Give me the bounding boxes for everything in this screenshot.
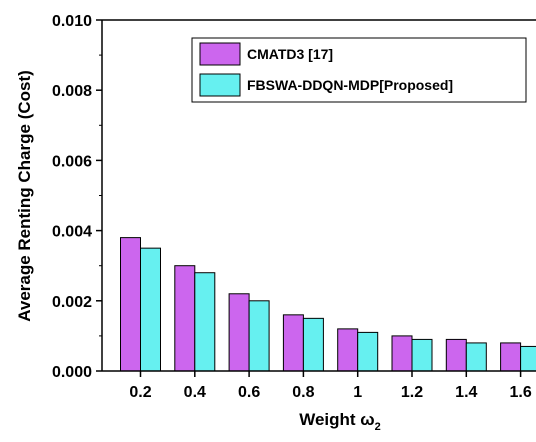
tick-labels-group: 0.000 0.002 0.004 0.006 0.008 0.010 0.2 0.4 0.6 0…	[52, 13, 532, 401]
bar-cmatd3-0.2	[120, 237, 141, 372]
x-axis-label-main: Weight ω	[299, 410, 374, 429]
bar-fbswa-0.8	[302, 317, 324, 372]
y-tick-label: 0.010	[52, 13, 92, 30]
legend-label-cmatd3: CMATD3 [17]	[247, 46, 333, 62]
bar-fbswa-0.6	[248, 300, 270, 372]
legend-frame	[191, 37, 527, 103]
legend-label-fbswa: FBSWA-DDQN-MDP[Proposed]	[247, 77, 453, 93]
axes-group	[96, 19, 536, 377]
x-tick-label: 0.6	[238, 384, 260, 401]
x-tick-label: 0.8	[292, 384, 314, 401]
bar-cmatd3-0.4	[174, 265, 196, 372]
x-tick-label: 1	[353, 384, 362, 401]
bar-cmatd3-0.6	[228, 293, 250, 372]
bar-cmatd3-1.6	[500, 342, 522, 372]
bar-cmatd3-1.4	[445, 338, 467, 372]
y-axis-label: Average Renting Charge (Cost)	[15, 70, 34, 322]
bar-fbswa-1.4	[465, 342, 487, 372]
x-tick-label: 0.4	[184, 384, 206, 401]
y-tick-label: 0.008	[52, 83, 92, 100]
bar-cmatd3-1.2	[391, 335, 413, 372]
bar-fbswa-0.2	[140, 247, 161, 372]
x-tick-label: 0.2	[129, 384, 151, 401]
y-tick-label: 0.006	[52, 153, 92, 170]
bar-cmatd3-0.8	[282, 314, 304, 372]
legend: CMATD3 [17] FBSWA-DDQN-MDP[Proposed]	[191, 37, 527, 103]
y-tick-label: 0.004	[52, 224, 92, 241]
y-tick-label: 0.000	[52, 364, 92, 381]
bar-fbswa-1.2	[411, 338, 433, 372]
bar-fbswa-1	[357, 331, 379, 372]
bar-fbswa-0.4	[194, 272, 216, 372]
bars-group	[120, 237, 536, 372]
x-tick-label: 1.6	[509, 384, 531, 401]
y-tick-label: 0.002	[52, 294, 92, 311]
legend-swatch-fbswa	[199, 73, 241, 97]
bar-fbswa-1.6	[520, 345, 536, 372]
legend-swatch-cmatd3	[199, 42, 241, 66]
x-tick-label: 1.4	[455, 384, 477, 401]
x-tick-label: 1.2	[401, 384, 423, 401]
x-axis-label: Weight ω2	[299, 410, 381, 433]
bar-cmatd3-1	[337, 328, 359, 372]
x-axis-label-subscript: 2	[375, 421, 381, 433]
